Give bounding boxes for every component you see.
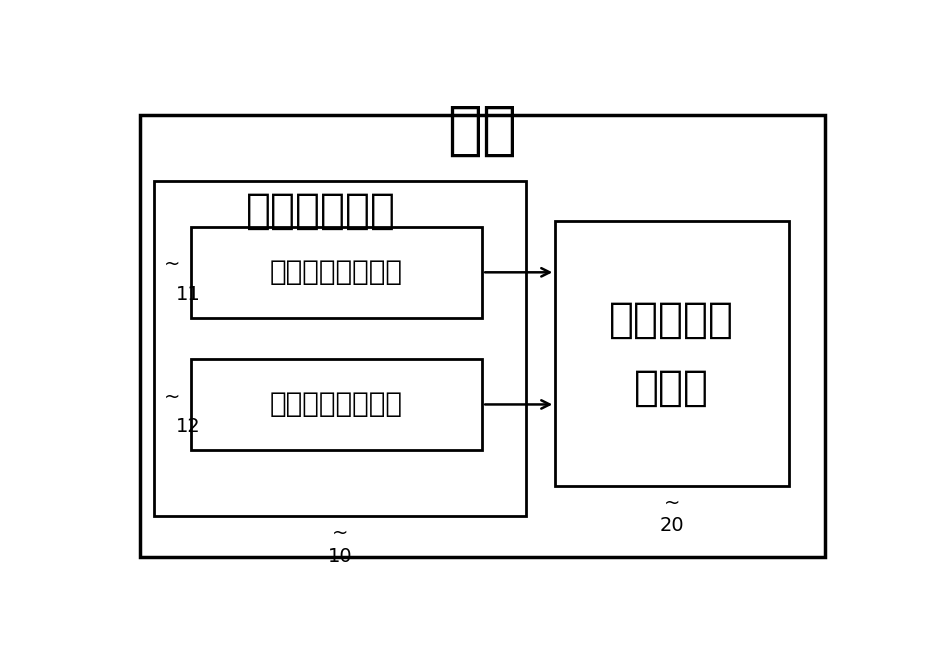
Text: 系统: 系统 xyxy=(447,102,518,158)
Text: ~: ~ xyxy=(164,387,181,407)
Bar xyxy=(190,226,482,318)
Bar xyxy=(190,359,482,450)
Text: 冠层数据采集装置: 冠层数据采集装置 xyxy=(270,258,403,286)
Bar xyxy=(154,181,526,516)
Text: 10: 10 xyxy=(327,546,352,566)
Text: ~: ~ xyxy=(663,494,680,512)
Text: 12: 12 xyxy=(176,417,200,436)
Text: 数据处理控
制装置: 数据处理控 制装置 xyxy=(610,298,734,409)
Text: 20: 20 xyxy=(660,516,684,535)
Bar xyxy=(139,115,825,557)
Text: ~: ~ xyxy=(164,255,181,274)
Bar xyxy=(555,222,789,486)
Text: 根系数据采集装置: 根系数据采集装置 xyxy=(270,391,403,418)
Text: 11: 11 xyxy=(176,285,200,304)
Text: 数据采集装置: 数据采集装置 xyxy=(247,190,396,232)
Text: ~: ~ xyxy=(332,524,348,543)
